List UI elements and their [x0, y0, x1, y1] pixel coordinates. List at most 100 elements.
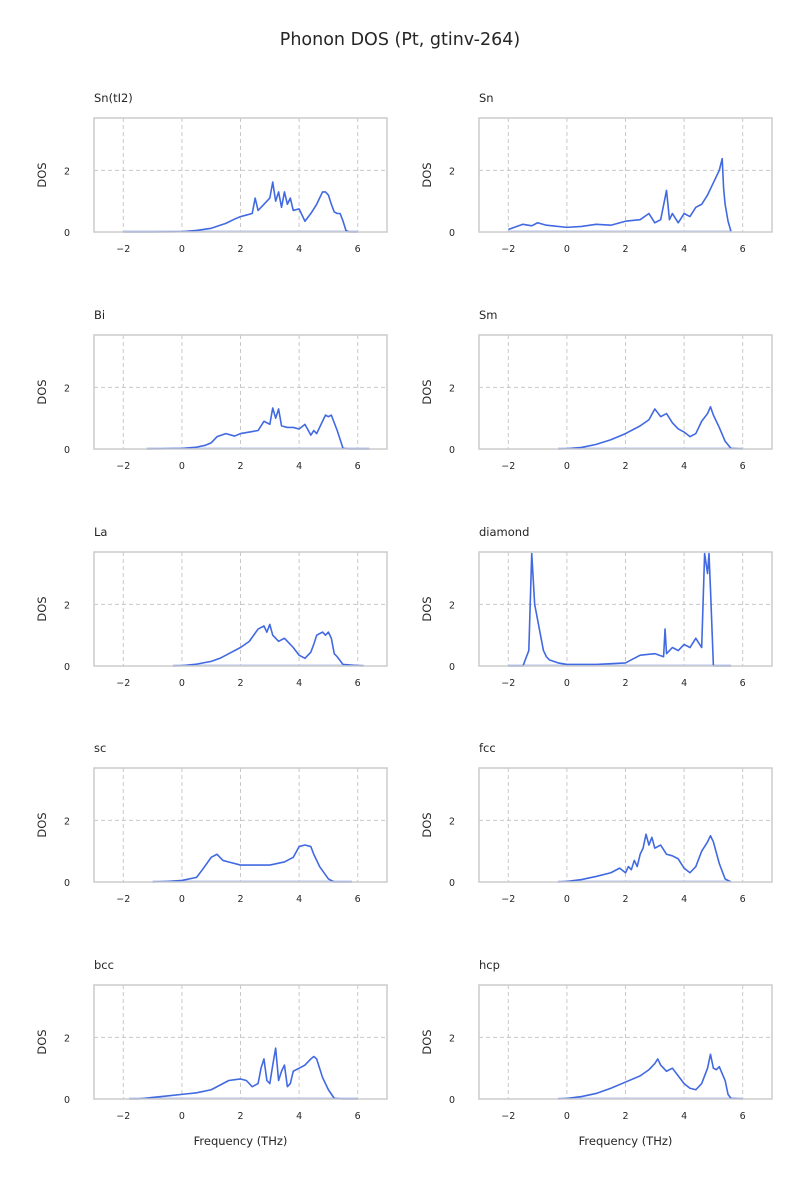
panel-title: bcc — [94, 958, 114, 972]
y-axis-label: DOS — [35, 812, 49, 837]
y-tick-label: 0 — [64, 662, 70, 673]
x-tick-label: −2 — [501, 1111, 515, 1122]
panel-sm: Sm −2 0 2 4 6 0 2 DOS — [420, 308, 773, 472]
x-tick-label: −2 — [116, 1111, 130, 1122]
x-tick-label: −2 — [501, 244, 515, 255]
x-tick-label: 2 — [237, 894, 243, 905]
y-tick-label: 2 — [64, 383, 70, 394]
x-axis-label: Frequency (THz) — [579, 1134, 673, 1148]
x-tick-label: 4 — [296, 678, 302, 689]
x-tick-label: 0 — [564, 678, 570, 689]
x-tick-label: −2 — [116, 244, 130, 255]
x-tick-label: 0 — [564, 461, 570, 472]
x-tick-label: 4 — [681, 244, 687, 255]
panel-bcc: bcc −2 0 2 4 6 0 2 DOS Frequency (THz) — [35, 958, 388, 1148]
x-tick-label: 6 — [740, 1111, 746, 1122]
panel-la: La −2 0 2 4 6 0 2 DOS — [35, 525, 388, 689]
panel-sc: sc −2 0 2 4 6 0 2 DOS — [35, 741, 388, 905]
dos-series-line — [558, 833, 732, 883]
x-tick-label: 4 — [296, 1111, 302, 1122]
x-tick-label: 4 — [681, 1111, 687, 1122]
x-tick-label: 2 — [622, 894, 628, 905]
x-tick-label: 2 — [622, 1111, 628, 1122]
x-tick-label: 2 — [237, 1111, 243, 1122]
dos-series-line — [558, 1053, 743, 1100]
x-tick-label: 6 — [355, 678, 361, 689]
y-axis-label: DOS — [35, 162, 49, 187]
x-tick-label: 4 — [681, 678, 687, 689]
x-tick-label: −2 — [501, 678, 515, 689]
y-tick-label: 2 — [64, 600, 70, 611]
panel-bi: Bi −2 0 2 4 6 0 2 DOS — [35, 308, 388, 472]
chart-grid: Sn(tI2) −2 0 2 4 6 0 2 DOS Sn −2 0 2 4 6 0 2 DOS Bi −2 0 2 4 6 0… — [35, 91, 773, 1148]
panel-title: Sm — [479, 308, 498, 322]
x-tick-label: 2 — [237, 244, 243, 255]
y-tick-label: 2 — [64, 1033, 70, 1044]
panel-hcp: hcp −2 0 2 4 6 0 2 DOS Frequency (THz) — [420, 958, 773, 1148]
x-tick-label: 2 — [622, 678, 628, 689]
x-tick-label: 6 — [740, 461, 746, 472]
x-axis-label: Frequency (THz) — [194, 1134, 288, 1148]
y-tick-label: 0 — [64, 878, 70, 889]
panel-title: fcc — [479, 741, 496, 755]
panel-fcc: fcc −2 0 2 4 6 0 2 DOS — [420, 741, 773, 905]
x-tick-label: 6 — [740, 678, 746, 689]
y-tick-label: 2 — [64, 816, 70, 827]
y-tick-label: 0 — [64, 1095, 70, 1106]
dos-series-line — [173, 623, 364, 667]
figure-title: Phonon DOS (Pt, gtinv-264) — [280, 30, 520, 50]
panel-title: Bi — [94, 308, 105, 322]
y-tick-label: 2 — [449, 600, 455, 611]
dos-series-line — [152, 844, 352, 883]
y-axis-label: DOS — [420, 812, 434, 837]
y-tick-label: 0 — [449, 662, 455, 673]
panel-diamond: diamond −2 0 2 4 6 0 2 DOS — [420, 525, 773, 689]
panel-title: Sn(tI2) — [94, 91, 133, 105]
dos-series-line — [508, 552, 731, 667]
plot-frame — [478, 551, 773, 667]
x-tick-label: −2 — [116, 461, 130, 472]
panel-sn-ti2-: Sn(tI2) −2 0 2 4 6 0 2 DOS — [35, 91, 388, 255]
y-tick-label: 0 — [449, 445, 455, 456]
panel-title: diamond — [479, 525, 529, 539]
y-tick-label: 2 — [449, 166, 455, 177]
x-tick-label: 0 — [564, 244, 570, 255]
x-tick-label: 2 — [622, 461, 628, 472]
plot-frame — [478, 117, 773, 233]
x-tick-label: 2 — [622, 244, 628, 255]
y-tick-label: 0 — [64, 228, 70, 239]
dos-series-line — [508, 157, 732, 232]
y-tick-label: 2 — [449, 383, 455, 394]
y-tick-label: 2 — [449, 816, 455, 827]
y-tick-label: 0 — [449, 228, 455, 239]
y-tick-label: 0 — [449, 878, 455, 889]
plot-frame — [478, 334, 773, 450]
x-tick-label: 6 — [355, 894, 361, 905]
dos-series-line — [129, 1047, 358, 1100]
x-tick-label: 4 — [296, 461, 302, 472]
x-tick-label: −2 — [116, 894, 130, 905]
y-axis-label: DOS — [35, 379, 49, 404]
y-axis-label: DOS — [420, 162, 434, 187]
y-tick-label: 0 — [449, 1095, 455, 1106]
x-tick-label: 6 — [355, 244, 361, 255]
x-tick-label: 0 — [179, 244, 185, 255]
panel-title: hcp — [479, 958, 500, 972]
x-tick-label: 2 — [237, 678, 243, 689]
y-axis-label: DOS — [420, 379, 434, 404]
panel-title: La — [94, 525, 107, 539]
y-tick-label: 2 — [64, 166, 70, 177]
dos-series-line — [558, 405, 743, 450]
plot-frame — [93, 334, 388, 450]
x-tick-label: 0 — [179, 678, 185, 689]
x-tick-label: 0 — [179, 461, 185, 472]
dos-series-line — [146, 407, 370, 450]
plot-frame — [478, 984, 773, 1100]
y-tick-label: 0 — [64, 445, 70, 456]
plot-frame — [93, 117, 388, 233]
x-tick-label: 0 — [179, 1111, 185, 1122]
plot-frame — [93, 767, 388, 883]
x-tick-label: −2 — [501, 461, 515, 472]
x-tick-label: −2 — [501, 894, 515, 905]
